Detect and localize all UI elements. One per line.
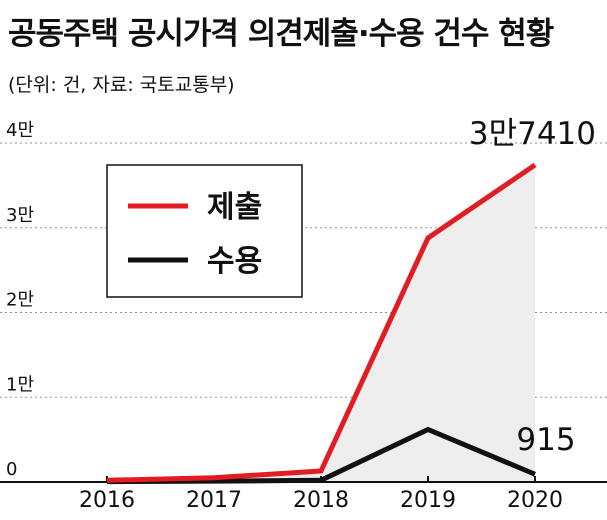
series-line-acceptance (106, 426, 536, 485)
annotation-acceptance-2020: 915 (516, 422, 575, 458)
chart-subtitle: (단위: 건, 자료: 국토교통부) (8, 74, 235, 96)
annotations: 3만7410 915 (469, 116, 596, 458)
submission-area (107, 164, 535, 482)
series-line-submission (106, 162, 537, 483)
x-tick-label: 2020 (507, 488, 563, 513)
legend-box (106, 164, 303, 298)
y-tick-label: 4만 (6, 120, 34, 141)
y-tick-label: 1만 (6, 374, 34, 395)
legend-label-submission: 제출 (207, 190, 262, 225)
x-tick-label: 2018 (293, 488, 349, 513)
annotation-submission-2020: 3만7410 (469, 116, 596, 152)
legend-label-acceptance: 수용 (207, 244, 262, 279)
x-tick-label: 2019 (400, 488, 456, 513)
series-lines (106, 162, 537, 485)
x-tick-label: 2017 (186, 488, 242, 513)
chart-title: 공동주택 공시가격 의견제출·수용 건수 현황 (8, 16, 554, 52)
y-tick-label: 3만 (6, 205, 34, 226)
x-tick-label: 2016 (79, 488, 135, 513)
x-axis: 2016 2017 2018 2019 2020 (0, 476, 607, 513)
y-tick-label: 0 (6, 459, 17, 480)
y-tick-label: 2만 (6, 290, 34, 311)
